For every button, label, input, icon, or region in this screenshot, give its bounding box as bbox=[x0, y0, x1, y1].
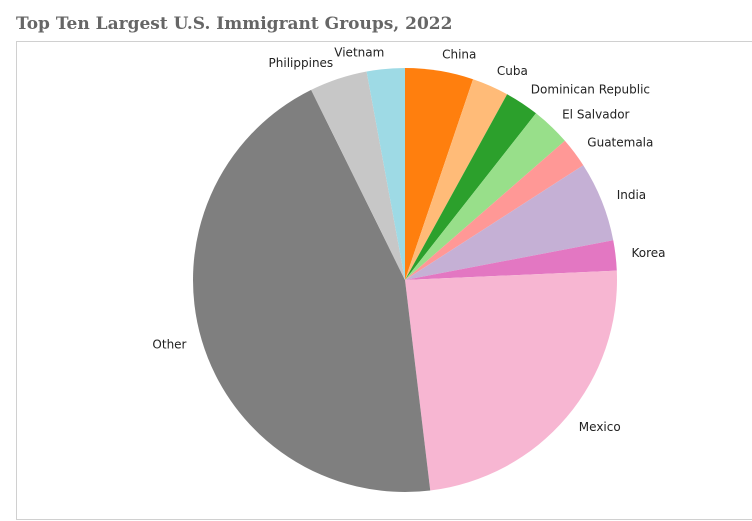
pie-label-philippines: Philippines bbox=[269, 56, 334, 70]
pie-slice-china bbox=[405, 68, 474, 280]
pie-slice-india bbox=[405, 165, 614, 280]
pie-slice-korea bbox=[405, 240, 617, 280]
pie-slice-mexico bbox=[405, 270, 617, 491]
pie-slice-el-salvador bbox=[405, 113, 565, 280]
pie-label-mexico: Mexico bbox=[579, 420, 621, 434]
pie-slice-vietnam bbox=[366, 68, 405, 280]
pie-slice-other bbox=[193, 89, 431, 492]
pie-label-guatemala: Guatemala bbox=[587, 136, 653, 150]
pie-label-el-salvador: El Salvador bbox=[562, 107, 629, 121]
pie-label-korea: Korea bbox=[632, 246, 666, 260]
pie-label-other: Other bbox=[152, 338, 186, 352]
pie-label-cuba: Cuba bbox=[497, 64, 528, 78]
pie-label-dominican-republic: Dominican Republic bbox=[531, 82, 650, 96]
pie-label-vietnam: Vietnam bbox=[334, 45, 384, 59]
pie-slice-philippines bbox=[311, 71, 405, 280]
chart-title: Top Ten Largest U.S. Immigrant Groups, 2… bbox=[16, 14, 453, 34]
pie-label-china: China bbox=[442, 48, 476, 62]
pie-slice-dominican-republic bbox=[405, 94, 536, 280]
pie-slice-guatemala bbox=[405, 140, 584, 280]
pie-label-india: India bbox=[617, 188, 646, 202]
pie-slice-cuba bbox=[405, 79, 508, 280]
